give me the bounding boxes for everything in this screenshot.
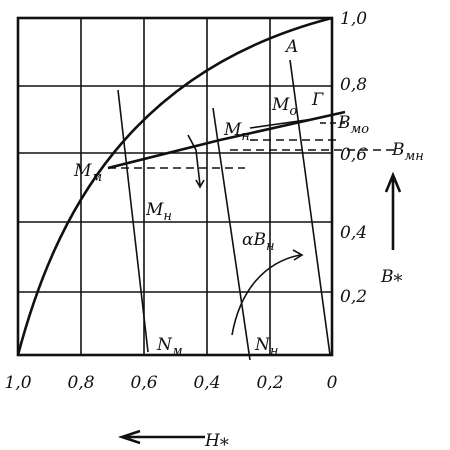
h-arrow: [117, 429, 205, 445]
x-tick-label: 0,8: [67, 373, 94, 393]
label-main: M: [223, 120, 242, 140]
recoil-line: [107, 110, 346, 170]
label-sub: н: [163, 209, 172, 224]
load-line-nh: [212, 107, 251, 361]
label: Mм: [73, 161, 102, 185]
angle-arc: [231, 249, 304, 336]
label-sub: *: [220, 435, 229, 450]
y-tick-label: 1,0: [340, 9, 367, 29]
label: Mн: [223, 120, 250, 144]
label-main: N: [254, 335, 271, 355]
label: Nн: [254, 335, 278, 359]
label-main: Г: [311, 90, 324, 110]
label: Bмо: [337, 113, 369, 137]
label: A: [284, 37, 298, 57]
label-sub: м: [91, 170, 102, 185]
label: Г: [311, 90, 324, 110]
frame: [16, 16, 334, 357]
label-sub: о: [289, 104, 297, 119]
label-main: A: [284, 37, 298, 57]
label: B*: [380, 267, 403, 292]
x-tick-label: 0,2: [256, 373, 283, 393]
label-main: M: [73, 161, 92, 181]
label-sub: *: [394, 271, 403, 292]
x-tick-label: 1,0: [4, 373, 31, 393]
label-sub: н: [241, 129, 250, 144]
label: αBн: [242, 230, 275, 254]
label: Bмн: [391, 140, 424, 164]
demagnetization-curve: [16, 16, 333, 356]
label-sub: н: [266, 239, 275, 254]
label-sub: мн: [405, 149, 424, 164]
label-main: αB: [242, 230, 266, 250]
load-line-a: [289, 59, 331, 356]
label: Nм: [156, 335, 183, 359]
y-tick-label: 0,2: [340, 287, 367, 307]
y-tick-label: 0,6: [340, 145, 367, 165]
label-sub: м: [172, 344, 183, 359]
b-arrow: [384, 171, 402, 250]
grid: [16, 16, 334, 357]
x-tick-label: 0,4: [193, 373, 220, 393]
recoil-line: [249, 117, 321, 129]
label-sub: н: [270, 344, 279, 359]
label-main: M: [271, 95, 290, 115]
label: Mн: [145, 200, 172, 224]
tick-labels: 1,0 0,8 0,6 0,4 0,2 0 1,0 0,8 0,6 0,4 0,2: [4, 9, 367, 393]
load-line-nm: [117, 89, 149, 353]
label-main: H: [204, 431, 221, 450]
label-main: B: [391, 140, 405, 160]
label-main: M: [145, 200, 164, 220]
label: Mо: [271, 95, 297, 119]
label-main: N: [156, 335, 173, 355]
x-tick-label: 0,6: [130, 373, 157, 393]
label-sub: мо: [351, 122, 370, 137]
y-tick-label: 0,4: [340, 223, 367, 243]
y-tick-label: 0,8: [340, 75, 367, 95]
label-main: B: [380, 267, 394, 287]
label-main: B: [337, 113, 351, 133]
label: H*: [204, 431, 229, 450]
pointer: [187, 134, 205, 189]
x-tick-label: 0: [327, 373, 338, 393]
